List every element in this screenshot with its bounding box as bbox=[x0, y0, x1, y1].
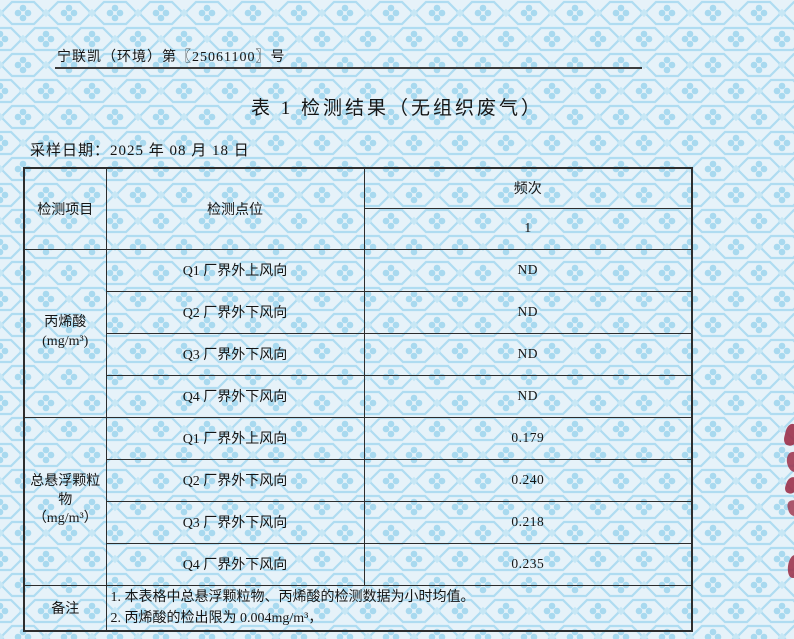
table-row: Q4 厂界外下风向 0.235 bbox=[24, 542, 693, 586]
item-unit: (mg/m³) bbox=[42, 334, 89, 349]
doc-number: 宁联凯（环境）第〖25061100〗号 bbox=[57, 50, 286, 65]
point-cell: Q4 厂界外下风向 bbox=[105, 374, 365, 418]
header-underline bbox=[55, 67, 642, 69]
point-cell: Q2 厂界外下风向 bbox=[105, 290, 365, 334]
point-cell: Q1 厂界外上风向 bbox=[105, 416, 365, 460]
table-row: Q2 厂界外下风向 0.240 bbox=[24, 458, 693, 502]
item-cell-acrylic-acid: 丙烯酸 (mg/m³) bbox=[23, 248, 107, 418]
header-frequency-cell: 频次 bbox=[363, 167, 693, 209]
item-cell-tsp: 总悬浮颗粒物 （mg/m³） bbox=[23, 416, 107, 586]
item-name: 总悬浮颗粒物 bbox=[30, 473, 101, 508]
header-point-cell: 检测点位 bbox=[105, 167, 365, 250]
remark-line-2: 2. 丙烯酸的检出限为 0.004mg/m³， bbox=[110, 610, 323, 626]
table-row: Q3 厂界外下风向 ND bbox=[24, 332, 693, 376]
results-table: 检测项目 检测点位 频次 1 丙烯酸 (mg/m³) Q1 厂界外上风向 ND … bbox=[23, 167, 693, 632]
point-cell: Q3 厂界外下风向 bbox=[105, 332, 365, 376]
point-cell: Q4 厂界外下风向 bbox=[105, 542, 365, 586]
value-cell: ND bbox=[363, 290, 693, 334]
sampling-date: 采样日期：2025 年 08 月 18 日 bbox=[30, 139, 250, 160]
item-name: 丙烯酸 bbox=[44, 315, 87, 331]
item-unit: （mg/m³） bbox=[32, 511, 98, 527]
table-header-subrow: 1 bbox=[24, 207, 693, 250]
table-row: 丙烯酸 (mg/m³) Q1 厂界外上风向 ND bbox=[23, 248, 693, 418]
remark-label-cell: 备注 bbox=[23, 584, 107, 632]
sampling-date-value: 2025 年 08 月 18 日 bbox=[110, 143, 250, 159]
remarks-row: 备注 1. 本表格中总悬浮颗粒物、丙烯酸的检测数据为小时均值。 2. 丙烯酸的检… bbox=[23, 584, 693, 632]
point-cell: Q2 厂界外下风向 bbox=[105, 458, 365, 502]
value-cell: 0.179 bbox=[363, 416, 693, 460]
value-cell: 0.218 bbox=[363, 500, 693, 544]
value-cell: ND bbox=[363, 248, 693, 292]
table-row: 总悬浮颗粒物 （mg/m³） Q1 厂界外上风向 0.179 bbox=[23, 416, 693, 586]
table-header-row: 检测项目 检测点位 频次 bbox=[23, 167, 693, 250]
table-row: Q4 厂界外下风向 ND bbox=[24, 374, 693, 418]
value-cell: ND bbox=[363, 374, 693, 418]
point-cell: Q3 厂界外下风向 bbox=[105, 500, 365, 544]
sampling-date-label: 采样日期： bbox=[30, 143, 111, 159]
point-cell: Q1 厂界外上风向 bbox=[105, 248, 365, 292]
value-cell: ND bbox=[363, 332, 693, 376]
table-row: Q3 厂界外下风向 0.218 bbox=[24, 500, 693, 544]
remarks-cell: 1. 本表格中总悬浮颗粒物、丙烯酸的检测数据为小时均值。 2. 丙烯酸的检出限为… bbox=[105, 584, 693, 632]
value-cell: 0.235 bbox=[363, 542, 693, 586]
remark-line-1: 1. 本表格中总悬浮颗粒物、丙烯酸的检测数据为小时均值。 bbox=[110, 589, 475, 605]
page-title: 表 1 检测结果（无组织废气） bbox=[250, 98, 543, 119]
header-frequency-value-cell: 1 bbox=[363, 207, 693, 250]
value-cell: 0.240 bbox=[363, 458, 693, 502]
header-item-cell: 检测项目 bbox=[23, 167, 107, 250]
table-row: Q2 厂界外下风向 ND bbox=[24, 290, 693, 334]
